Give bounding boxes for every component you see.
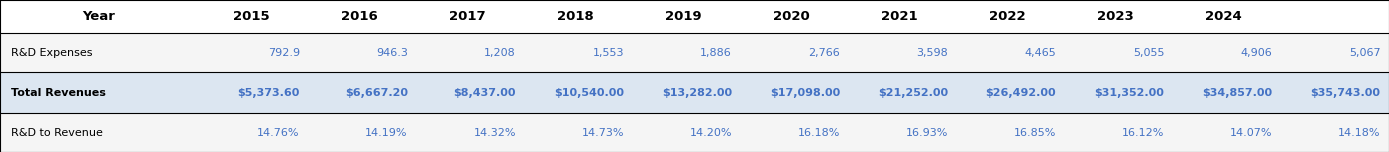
Text: 5,055: 5,055 — [1133, 48, 1164, 58]
Text: $34,857.00: $34,857.00 — [1203, 88, 1272, 98]
Text: 2020: 2020 — [774, 10, 810, 23]
Text: Total Revenues: Total Revenues — [11, 88, 106, 98]
Bar — [0, 72, 1389, 113]
Text: $31,352.00: $31,352.00 — [1095, 88, 1164, 98]
Text: 14.76%: 14.76% — [257, 128, 300, 138]
Text: 14.32%: 14.32% — [474, 128, 515, 138]
Text: Year: Year — [82, 10, 115, 23]
Text: 2024: 2024 — [1206, 10, 1242, 23]
Text: 1,886: 1,886 — [700, 48, 732, 58]
Text: $21,252.00: $21,252.00 — [878, 88, 949, 98]
Text: $6,667.20: $6,667.20 — [344, 88, 408, 98]
Text: $17,098.00: $17,098.00 — [770, 88, 840, 98]
Text: 2023: 2023 — [1097, 10, 1135, 23]
Text: 5,067: 5,067 — [1349, 48, 1381, 58]
Text: 3,598: 3,598 — [917, 48, 949, 58]
Text: 792.9: 792.9 — [268, 48, 300, 58]
Text: 2022: 2022 — [989, 10, 1026, 23]
Bar — [0, 113, 1389, 152]
Text: 2016: 2016 — [340, 10, 378, 23]
Text: 1,208: 1,208 — [485, 48, 515, 58]
Text: 2019: 2019 — [665, 10, 701, 23]
Text: $26,492.00: $26,492.00 — [986, 88, 1056, 98]
Text: $8,437.00: $8,437.00 — [453, 88, 515, 98]
Text: $35,743.00: $35,743.00 — [1310, 88, 1381, 98]
Text: R&D Expenses: R&D Expenses — [11, 48, 93, 58]
Bar — [0, 33, 1389, 72]
Text: 2015: 2015 — [233, 10, 269, 23]
Text: 14.19%: 14.19% — [365, 128, 408, 138]
Text: 14.73%: 14.73% — [582, 128, 624, 138]
Text: 2,766: 2,766 — [808, 48, 840, 58]
Text: 16.93%: 16.93% — [906, 128, 949, 138]
Text: 16.85%: 16.85% — [1014, 128, 1056, 138]
Text: R&D to Revenue: R&D to Revenue — [11, 128, 103, 138]
Text: 2021: 2021 — [882, 10, 918, 23]
Text: 4,465: 4,465 — [1025, 48, 1056, 58]
Text: 14.18%: 14.18% — [1338, 128, 1381, 138]
Text: $5,373.60: $5,373.60 — [238, 88, 300, 98]
Text: 4,906: 4,906 — [1240, 48, 1272, 58]
Text: 16.18%: 16.18% — [797, 128, 840, 138]
Text: 2017: 2017 — [449, 10, 486, 23]
Text: 16.12%: 16.12% — [1122, 128, 1164, 138]
Text: 14.20%: 14.20% — [689, 128, 732, 138]
Text: $10,540.00: $10,540.00 — [554, 88, 624, 98]
Text: 1,553: 1,553 — [593, 48, 624, 58]
Text: 946.3: 946.3 — [376, 48, 408, 58]
Text: 2018: 2018 — [557, 10, 594, 23]
Text: 14.07%: 14.07% — [1229, 128, 1272, 138]
Bar — [0, 0, 1389, 33]
Text: $13,282.00: $13,282.00 — [663, 88, 732, 98]
